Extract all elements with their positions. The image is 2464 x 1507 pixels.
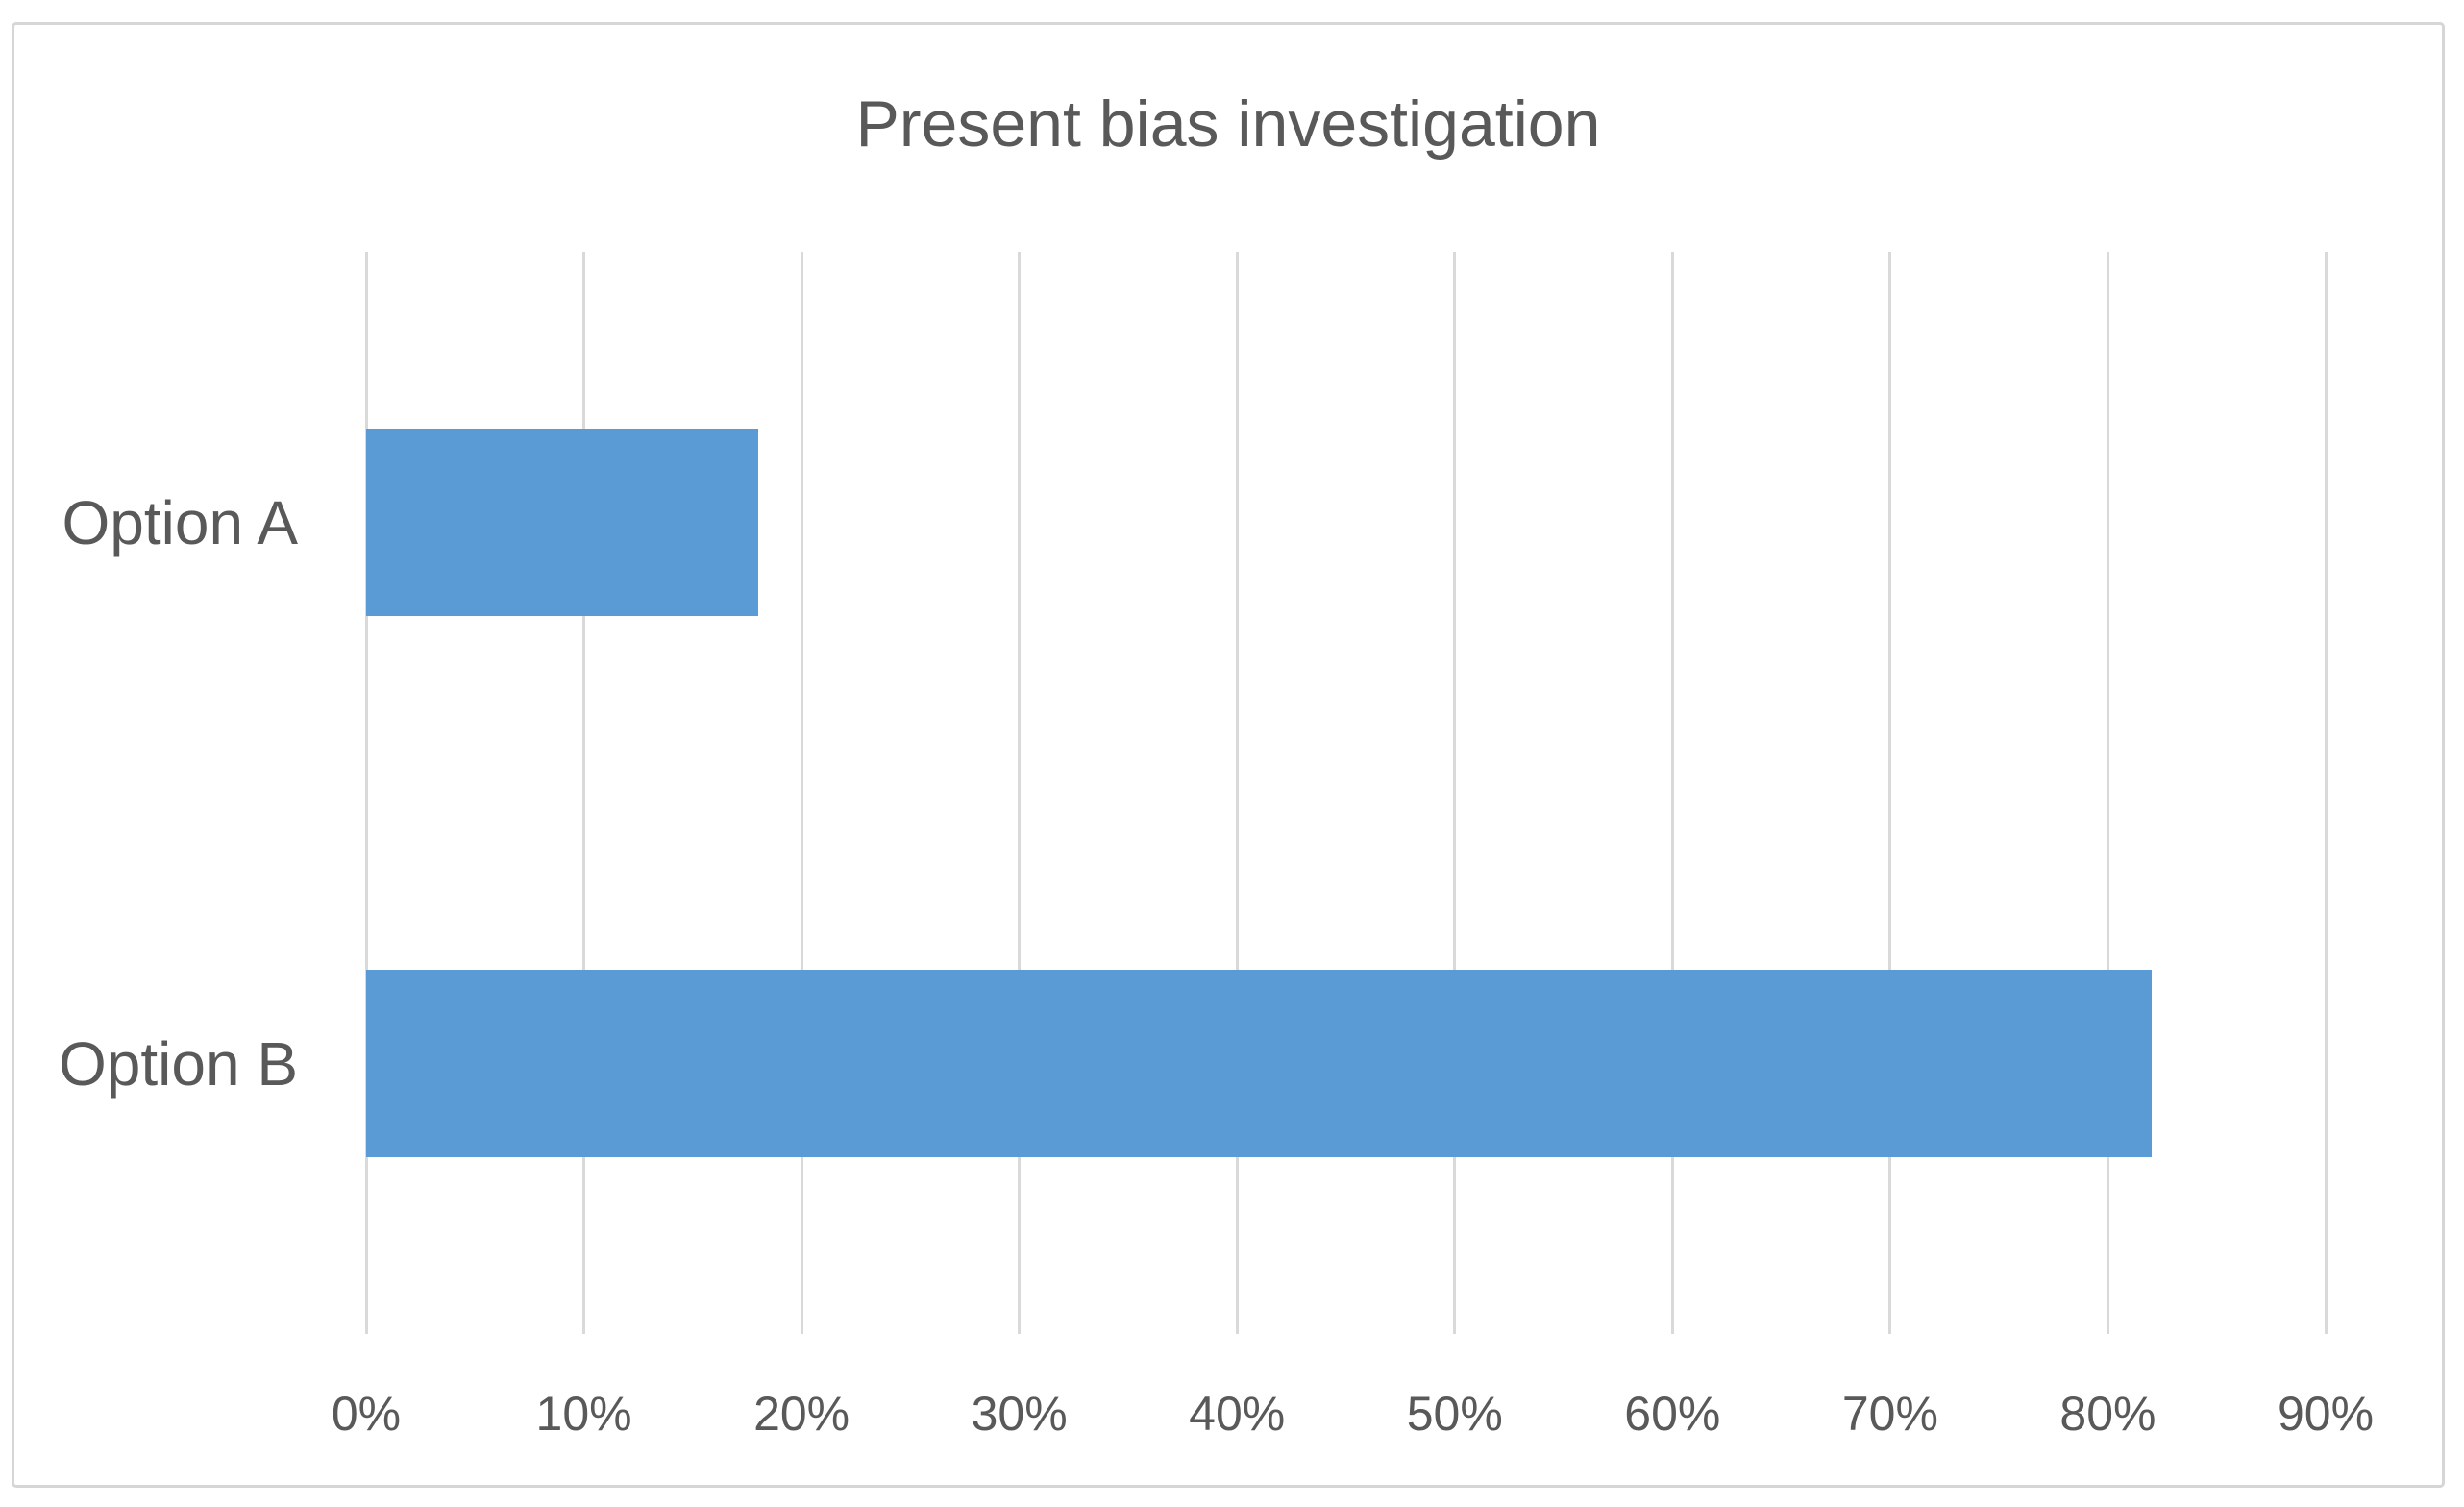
x-axis-tick-label: 60% xyxy=(1624,1387,1721,1441)
x-axis-tick-label: 0% xyxy=(331,1387,402,1441)
gridline xyxy=(1888,252,1892,1334)
plot-area: 0% 10% 20% 30% 40% 50% 60% 70% 80% 90% Option A Opt… xyxy=(59,252,2374,1441)
x-axis-tick-label: 80% xyxy=(2059,1387,2156,1441)
gridline xyxy=(1018,252,1022,1334)
category-label: Option B xyxy=(58,1028,298,1099)
bar-option-b xyxy=(366,969,2152,1158)
gridline xyxy=(364,252,368,1334)
category-label: Option A xyxy=(62,487,299,557)
gridline xyxy=(2324,252,2328,1334)
gridline xyxy=(2106,252,2109,1334)
bar-option-a xyxy=(366,428,758,617)
x-axis-tick-label: 70% xyxy=(1841,1387,1938,1441)
gridline xyxy=(1670,252,1674,1334)
x-axis-tick-label: 10% xyxy=(535,1387,632,1441)
x-axis-tick-label: 50% xyxy=(1406,1387,1503,1441)
gridline xyxy=(1235,252,1239,1334)
gridline xyxy=(582,252,586,1334)
gridline xyxy=(1453,252,1457,1334)
x-axis-tick-label: 30% xyxy=(971,1387,1068,1441)
gridline xyxy=(800,252,803,1334)
chart-frame: Present bias investigation 0% 10% 20% 30% 40… xyxy=(12,22,2445,1488)
x-axis-tick-label: 90% xyxy=(2277,1387,2375,1441)
x-axis-tick-label: 20% xyxy=(753,1387,850,1441)
chart-title: Present bias investigation xyxy=(855,87,1601,161)
x-axis-tick-label: 40% xyxy=(1189,1387,1286,1441)
